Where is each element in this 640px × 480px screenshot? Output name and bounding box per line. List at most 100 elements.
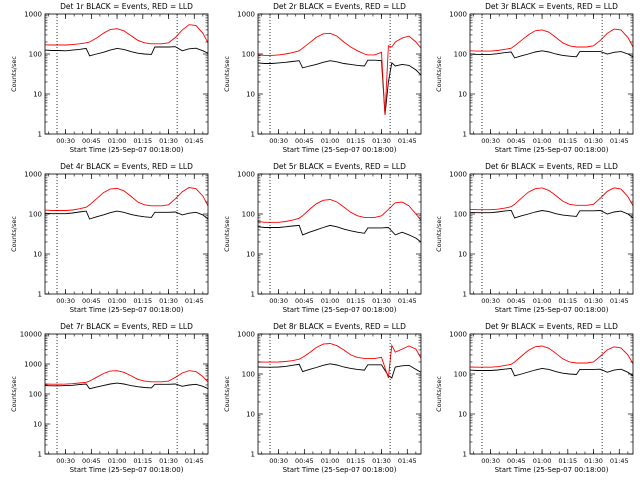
y-tick-label: 1000: [24, 171, 42, 179]
y-axis-label: Counts/sec: [223, 376, 231, 412]
y-axis-label: Counts/sec: [223, 216, 231, 252]
series-line-lld: [469, 28, 634, 52]
x-axis-label: Start Time (25-Sep-07 00:18:00): [70, 466, 184, 474]
x-tick-label: 00:30: [56, 137, 75, 145]
x-tick-label: 01:45: [185, 297, 204, 305]
plot-frame: [257, 173, 422, 295]
y-tick-label: 100: [242, 371, 255, 379]
panel-title: Det 7r BLACK = Events, RED = LLD: [60, 322, 193, 331]
y-tick-label: 1000: [24, 361, 42, 369]
y-axis-label: Counts/sec: [435, 56, 443, 92]
x-tick-label: 01:00: [321, 457, 340, 465]
x-tick-label: 01:30: [584, 297, 603, 305]
x-tick-label: 00:45: [507, 137, 526, 145]
series-line-lld: [469, 187, 634, 211]
x-tick-label: 01:15: [558, 457, 577, 465]
x-tick-label: 01:30: [372, 457, 391, 465]
y-tick-label: 1000: [449, 331, 467, 339]
series-line-events: [469, 367, 634, 377]
series-line-events: [257, 224, 422, 243]
panel-8: Det 8r BLACK = Events, RED = LLD 1 10 100 10…: [223, 322, 422, 474]
x-tick-label: 01:45: [610, 137, 629, 145]
x-tick-label: 00:45: [295, 137, 314, 145]
y-tick-label: 10: [246, 251, 255, 259]
panel-7: Det 7r BLACK = Events, RED = LLD 1 10 100 10…: [10, 322, 209, 474]
x-tick-label: 00:30: [481, 457, 500, 465]
panel-6: Det 6r BLACK = Events, RED = LLD 1 10 100 10…: [435, 162, 634, 314]
x-tick-label: 01:30: [584, 137, 603, 145]
panel-2: Det 2r BLACK = Events, RED = LLD 1 10 100 10…: [223, 2, 422, 154]
y-tick-label: 10: [458, 411, 467, 419]
x-tick-label: 00:30: [481, 297, 500, 305]
y-tick-label: 100: [454, 371, 467, 379]
x-tick-label: 00:45: [82, 457, 101, 465]
y-tick-label: 1: [38, 291, 42, 299]
panel-1: Det 1r BLACK = Events, RED = LLD 1 10 100 10…: [10, 2, 209, 154]
y-tick-label: 1000: [449, 171, 467, 179]
x-tick-label: 01:45: [398, 137, 417, 145]
series-line-events: [257, 363, 422, 379]
x-axis-label: Start Time (25-Sep-07 00:18:00): [495, 306, 609, 314]
panel-title: Det 6r BLACK = Events, RED = LLD: [485, 162, 618, 171]
panel-title: Det 8r BLACK = Events, RED = LLD: [273, 322, 406, 331]
y-tick-label: 100: [454, 211, 467, 219]
panel-title: Det 9r BLACK = Events, RED = LLD: [485, 322, 618, 331]
y-tick-label: 100: [454, 51, 467, 59]
x-tick-label: 01:15: [346, 297, 365, 305]
y-tick-label: 100: [242, 51, 255, 59]
y-axis-label: Counts/sec: [435, 376, 443, 412]
x-tick-label: 01:30: [159, 457, 178, 465]
x-tick-label: 01:30: [584, 457, 603, 465]
y-tick-label: 1000: [24, 11, 42, 19]
y-tick-label: 10: [458, 91, 467, 99]
y-tick-label: 1000: [449, 11, 467, 19]
y-tick-label: 10: [246, 411, 255, 419]
x-tick-label: 01:15: [133, 137, 152, 145]
y-tick-label: 10: [458, 251, 467, 259]
x-axis-label: Start Time (25-Sep-07 00:18:00): [495, 466, 609, 474]
y-tick-label: 1: [251, 451, 255, 459]
plot-frame: [257, 13, 422, 135]
series-line-lld: [257, 199, 422, 223]
y-tick-label: 100: [242, 211, 255, 219]
x-tick-label: 00:45: [82, 297, 101, 305]
x-tick-label: 00:30: [56, 457, 75, 465]
x-tick-label: 01:30: [159, 297, 178, 305]
x-tick-label: 01:15: [558, 137, 577, 145]
x-axis-label: Start Time (25-Sep-07 00:18:00): [283, 306, 397, 314]
y-tick-label: 10: [33, 251, 42, 259]
x-tick-label: 00:45: [295, 457, 314, 465]
plot-frame: [44, 173, 209, 295]
panel-5: Det 5r BLACK = Events, RED = LLD 1 10 100 10…: [223, 162, 422, 314]
x-tick-label: 01:45: [185, 137, 204, 145]
x-tick-label: 01:00: [533, 297, 552, 305]
x-tick-label: 01:45: [185, 457, 204, 465]
series-line-lld: [257, 343, 422, 379]
x-axis-label: Start Time (25-Sep-07 00:18:00): [283, 146, 397, 154]
series-line-lld: [469, 345, 634, 368]
panel-3: Det 3r BLACK = Events, RED = LLD 1 10 100 10…: [435, 2, 634, 154]
x-tick-label: 01:30: [372, 137, 391, 145]
y-tick-label: 1000: [237, 171, 255, 179]
x-tick-label: 00:30: [269, 457, 288, 465]
y-tick-label: 1: [463, 451, 467, 459]
panel-title: Det 2r BLACK = Events, RED = LLD: [273, 2, 406, 11]
y-tick-label: 100: [29, 51, 42, 59]
plot-frame: [44, 333, 209, 455]
x-tick-label: 01:00: [108, 297, 127, 305]
x-tick-label: 00:30: [269, 297, 288, 305]
x-tick-label: 01:45: [610, 457, 629, 465]
plot-frame: [469, 13, 634, 135]
series-line-lld: [257, 32, 422, 115]
y-tick-label: 10: [246, 91, 255, 99]
plot-frame: [469, 173, 634, 295]
y-axis-label: Counts/sec: [10, 56, 18, 92]
x-tick-label: 00:45: [507, 297, 526, 305]
series-line-events: [44, 382, 209, 390]
y-axis-label: Counts/sec: [10, 376, 18, 412]
x-tick-label: 01:15: [346, 457, 365, 465]
x-tick-label: 00:45: [82, 137, 101, 145]
y-tick-label: 1: [463, 131, 467, 139]
y-tick-label: 1: [251, 131, 255, 139]
x-tick-label: 01:00: [108, 457, 127, 465]
